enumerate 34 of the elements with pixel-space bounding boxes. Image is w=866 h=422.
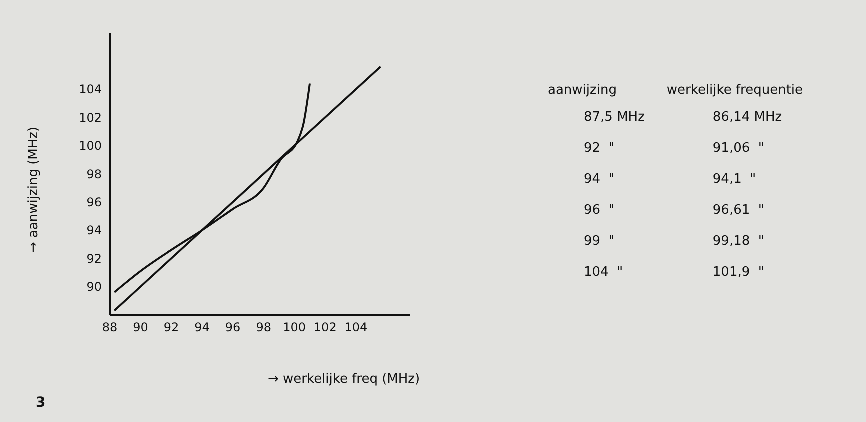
x-tick-label: 100: [283, 320, 306, 335]
y-tick-label: 104: [79, 82, 102, 97]
y-tick-label: 98: [86, 167, 102, 182]
x-tick-label: 102: [314, 320, 337, 335]
y-tick-label: 96: [86, 195, 102, 210]
y-axis-title: → aanwijzing (MHz): [26, 126, 42, 254]
text: 99 ": [583, 233, 616, 251]
text: 99,18 ": [712, 233, 766, 251]
y-tick-label: 100: [79, 139, 102, 154]
x-axis-title: → werkelijke freq (MHz): [268, 372, 420, 387]
y-tick-label: 92: [86, 252, 102, 266]
text: 87,5 MHz: [583, 109, 646, 127]
y-tick-label: 102: [79, 110, 102, 125]
text: werkelijke frequentie: [666, 82, 804, 100]
x-tick-label: 94: [194, 320, 210, 335]
text: 96 ": [583, 202, 616, 220]
text: 91,06 ": [712, 140, 766, 158]
y-tick-label: 94: [86, 224, 102, 238]
text: 94 ": [583, 171, 616, 189]
text: 92 ": [583, 140, 616, 158]
text: 86,14 MHz: [712, 109, 784, 127]
y-tick-label: 90: [86, 280, 102, 294]
text: 94,1 ": [712, 171, 758, 189]
text: aanwijzing: [548, 82, 618, 100]
text: 96,61 ": [712, 202, 766, 220]
text: 104 ": [583, 264, 624, 282]
x-tick-label: 92: [164, 320, 180, 335]
x-tick-label: 96: [225, 320, 241, 335]
x-tick-label: 90: [133, 320, 148, 335]
text: 101,9 ": [712, 264, 766, 282]
x-tick-label: 88: [102, 320, 118, 335]
x-tick-label: 104: [344, 320, 368, 335]
x-tick-label: 98: [256, 320, 272, 335]
text: 3: [36, 395, 46, 411]
